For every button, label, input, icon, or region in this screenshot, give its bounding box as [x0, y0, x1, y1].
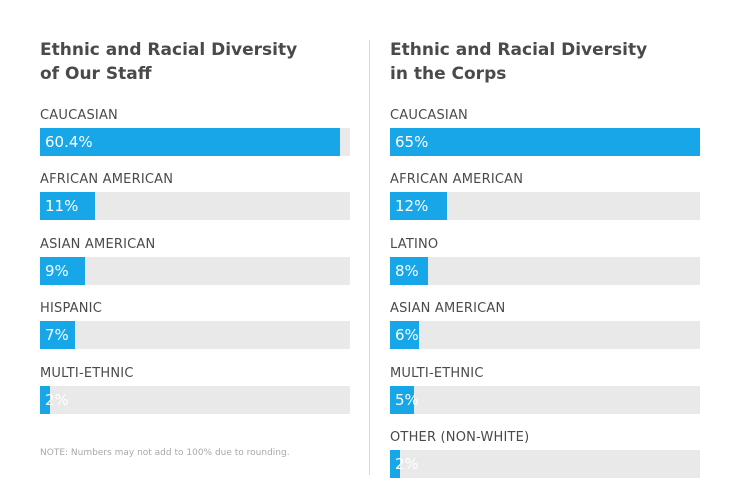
corps-track-latino: 8% — [390, 256, 700, 285]
corps-bar-african-american — [390, 192, 448, 221]
corps-bar-multi-ethnic — [390, 385, 414, 414]
staff-row-asian-american: ASIAN AMERICAN 9% — [40, 237, 350, 287]
staff-bar-asian-american — [40, 256, 85, 285]
corps-label-caucasian: CAUCASIAN — [390, 108, 468, 123]
staff-bar-caucasian — [40, 128, 340, 156]
staff-track-african-american: 11% — [40, 192, 350, 221]
corps-row-latino: LATINO 8% — [390, 237, 700, 287]
corps-row-multi-ethnic: MULTI-ETHNIC 5% — [390, 366, 700, 416]
corps-label-african-american: AFRICAN AMERICAN — [390, 172, 524, 188]
staff-bar-african-american — [40, 192, 95, 221]
corps-row-asian-american: ASIAN AMERICAN 6% — [390, 301, 700, 351]
corps-value-african-american: 12% — [395, 197, 429, 216]
corps-value-latino: 8% — [395, 261, 419, 280]
corps-label-other-non-white: OTHER (NON-WHITE) — [390, 430, 530, 445]
staff-track-caucasian: 60.4% — [40, 128, 350, 156]
corps-value-asian-american: 6% — [395, 326, 419, 345]
staff-track-multi-ethnic: 2% — [40, 385, 350, 414]
corps-track-multi-ethnic: 5% — [390, 385, 700, 414]
staff-row-multi-ethnic: MULTI-ETHNIC 2% — [40, 366, 350, 416]
staff-value-hispanic: 7% — [45, 326, 69, 345]
corps-bar-latino — [390, 256, 429, 285]
rounding-note: NOTE: Numbers may not add to 100% due to… — [40, 448, 290, 458]
staff-value-african-american: 11% — [45, 197, 79, 216]
staff-label-hispanic: HISPANIC — [40, 301, 102, 317]
staff-track-hispanic: 7% — [40, 321, 350, 350]
staff-value-caucasian: 60.4% — [45, 133, 93, 151]
staff-value-asian-american: 9% — [45, 261, 69, 280]
staff-row-hispanic: HISPANIC 7% — [40, 301, 350, 351]
corps-label-asian-american: ASIAN AMERICAN — [390, 301, 506, 317]
corps-track-african-american: 12% — [390, 192, 700, 221]
corps-chart-title: Ethnic and Racial Diversity in the Corps — [390, 40, 648, 84]
corps-label-multi-ethnic: MULTI-ETHNIC — [390, 365, 484, 381]
staff-chart-title: Ethnic and Racial Diversity of Our Staff — [40, 40, 298, 84]
staff-label-asian-american: ASIAN AMERICAN — [40, 236, 156, 252]
staff-label-caucasian: CAUCASIAN — [40, 108, 118, 123]
staff-label-african-american: AFRICAN AMERICAN — [40, 172, 174, 188]
corps-row-caucasian: CAUCASIAN 65% — [390, 108, 700, 158]
staff-label-multi-ethnic: MULTI-ETHNIC — [40, 365, 134, 381]
staff-bar-multi-ethnic — [40, 385, 50, 414]
corps-label-latino: LATINO — [390, 236, 439, 252]
corps-value-other-non-white: 2% — [395, 455, 419, 473]
corps-bar-other-non-white — [390, 450, 400, 478]
staff-bar-hispanic — [40, 321, 75, 350]
corps-track-other-non-white: 2% — [390, 450, 700, 478]
corps-bar-asian-american — [390, 321, 419, 350]
panel-divider — [369, 40, 370, 475]
corps-value-caucasian: 65% — [395, 133, 429, 151]
corps-track-asian-american: 6% — [390, 321, 700, 350]
staff-row-african-american: AFRICAN AMERICAN 11% — [40, 172, 350, 222]
corps-bar-caucasian — [390, 128, 700, 156]
corps-row-other-non-white: OTHER (NON-WHITE) 2% — [390, 430, 700, 480]
corps-row-african-american: AFRICAN AMERICAN 12% — [390, 172, 700, 222]
staff-track-asian-american: 9% — [40, 256, 350, 285]
staff-row-caucasian: CAUCASIAN 60.4% — [40, 108, 350, 158]
corps-track-caucasian: 65% — [390, 128, 700, 156]
staff-value-multi-ethnic: 2% — [45, 390, 69, 409]
corps-value-multi-ethnic: 5% — [395, 390, 419, 409]
